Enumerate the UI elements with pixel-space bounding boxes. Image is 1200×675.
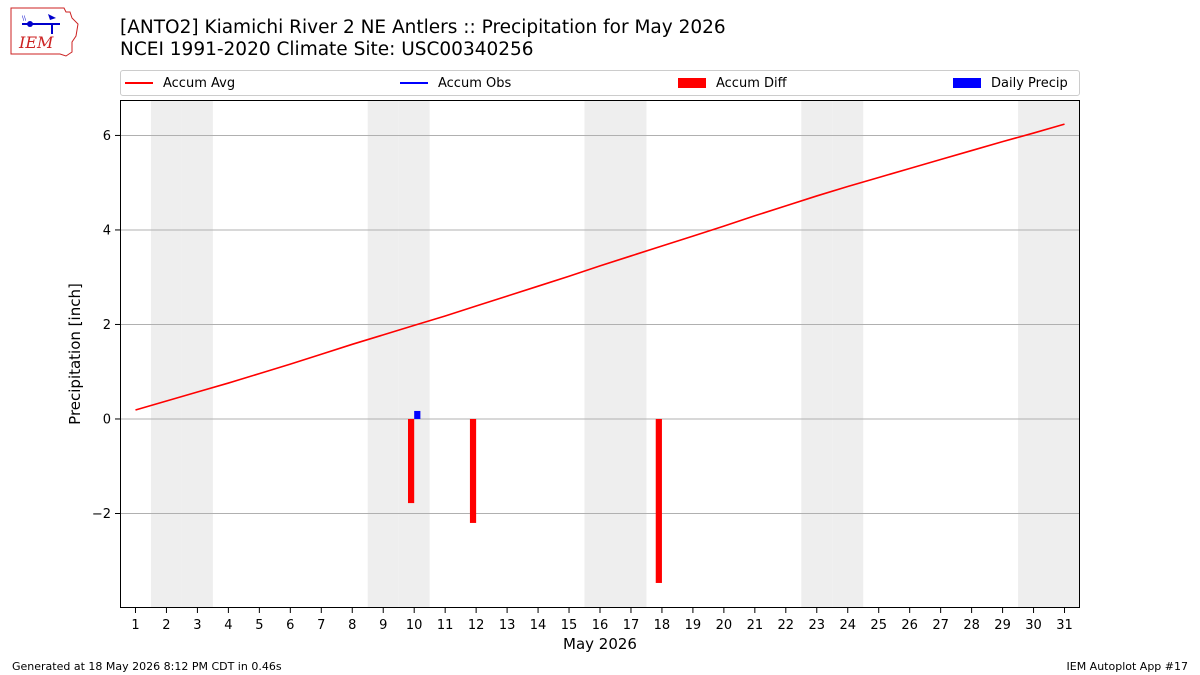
- legend-label-daily-precip: Daily Precip: [991, 75, 1068, 91]
- legend-item-daily-precip: Daily Precip: [953, 71, 1068, 95]
- xtick-label-15: 15: [561, 618, 578, 633]
- xtick-label-5: 5: [255, 618, 263, 633]
- footer-app: IEM Autoplot App #17: [1066, 660, 1189, 673]
- xtick-label-27: 27: [932, 618, 949, 633]
- xtick-label-10: 10: [406, 618, 423, 633]
- weekend-shade-31: [1049, 100, 1080, 608]
- legend-item-accum-avg: Accum Avg: [125, 71, 235, 95]
- xtick-label-31: 31: [1056, 618, 1073, 633]
- xtick-label-28: 28: [963, 618, 980, 633]
- legend-swatch-accum-diff: [678, 78, 706, 88]
- xtick-label-6: 6: [286, 618, 294, 633]
- xtick-label-1: 1: [131, 618, 139, 633]
- xtick-label-7: 7: [317, 618, 325, 633]
- title-line-1: [ANTO2] Kiamichi River 2 NE Antlers :: P…: [120, 17, 726, 38]
- weekend-shade-16: [584, 100, 616, 608]
- ytick-label--2: −2: [92, 507, 111, 522]
- legend-swatch-accum-obs: [400, 82, 428, 84]
- x-axis-label: May 2026: [563, 635, 637, 653]
- accum-avg-line: [135, 123, 1065, 411]
- xtick-label-4: 4: [224, 618, 232, 633]
- xtick-label-13: 13: [499, 618, 516, 633]
- legend-item-accum-obs: Accum Obs: [400, 71, 511, 95]
- weekend-shade-9: [367, 100, 399, 608]
- xtick-label-2: 2: [162, 618, 170, 633]
- xtick-label-8: 8: [348, 618, 356, 633]
- xtick-label-17: 17: [623, 618, 640, 633]
- weekend-shade-10: [398, 100, 430, 608]
- xtick-label-18: 18: [654, 618, 671, 633]
- weekend-shade-24: [832, 100, 864, 608]
- title-line-2: NCEI 1991-2020 Climate Site: USC00340256: [120, 39, 534, 60]
- weekend-shade-30: [1018, 100, 1050, 608]
- xtick-label-22: 22: [778, 618, 795, 633]
- accum-diff-bar-day-12: [469, 418, 477, 523]
- y-axis-label: Precipitation [inch]: [66, 283, 84, 425]
- ytick-label-0: 0: [103, 412, 111, 427]
- ytick-label-4: 4: [103, 223, 111, 238]
- legend-swatch-daily-precip: [953, 78, 981, 88]
- iem-logo: \\ IEM: [10, 7, 79, 57]
- logo-text: IEM: [18, 33, 54, 52]
- legend-label-accum-diff: Accum Diff: [716, 75, 787, 91]
- footer-generated: Generated at 18 May 2026 8:12 PM CDT in …: [12, 660, 282, 673]
- ytick-label-6: 6: [103, 129, 111, 144]
- legend-label-accum-avg: Accum Avg: [163, 75, 236, 91]
- xtick-label-14: 14: [530, 618, 547, 633]
- legend-swatch-accum-avg: [125, 82, 153, 84]
- xtick-label-23: 23: [809, 618, 826, 633]
- xtick-label-3: 3: [193, 618, 201, 633]
- weekend-shade-2: [150, 100, 182, 608]
- svg-text:\\: \\: [22, 15, 27, 22]
- ytick-label-2: 2: [103, 318, 111, 333]
- daily-precip-bar-day-10: [414, 410, 421, 419]
- xtick-label-30: 30: [1025, 618, 1042, 633]
- legend-item-accum-diff: Accum Diff: [678, 71, 787, 95]
- xtick-label-26: 26: [901, 618, 918, 633]
- accum-diff-bar-day-18: [655, 418, 662, 583]
- xtick-label-29: 29: [994, 618, 1011, 633]
- xtick-label-24: 24: [839, 618, 856, 633]
- xtick-label-19: 19: [685, 618, 702, 633]
- xtick-label-9: 9: [379, 618, 387, 633]
- weekend-shade-17: [615, 100, 647, 608]
- accum-diff-bar-day-10: [408, 418, 415, 504]
- weekend-shade-3: [181, 100, 213, 608]
- legend-label-accum-obs: Accum Obs: [438, 75, 512, 91]
- chart-legend: Accum Avg Accum Obs Accum Diff Daily Pre…: [120, 70, 1080, 96]
- weekend-shade-23: [801, 100, 833, 608]
- xtick-label-12: 12: [468, 618, 485, 633]
- xtick-label-16: 16: [592, 618, 609, 633]
- xtick-label-20: 20: [716, 618, 733, 633]
- xtick-label-25: 25: [870, 618, 887, 633]
- xtick-label-11: 11: [437, 618, 454, 633]
- axes-frame: [120, 100, 1080, 608]
- chart-title: [ANTO2] Kiamichi River 2 NE Antlers :: P…: [120, 17, 726, 61]
- xtick-label-21: 21: [747, 618, 764, 633]
